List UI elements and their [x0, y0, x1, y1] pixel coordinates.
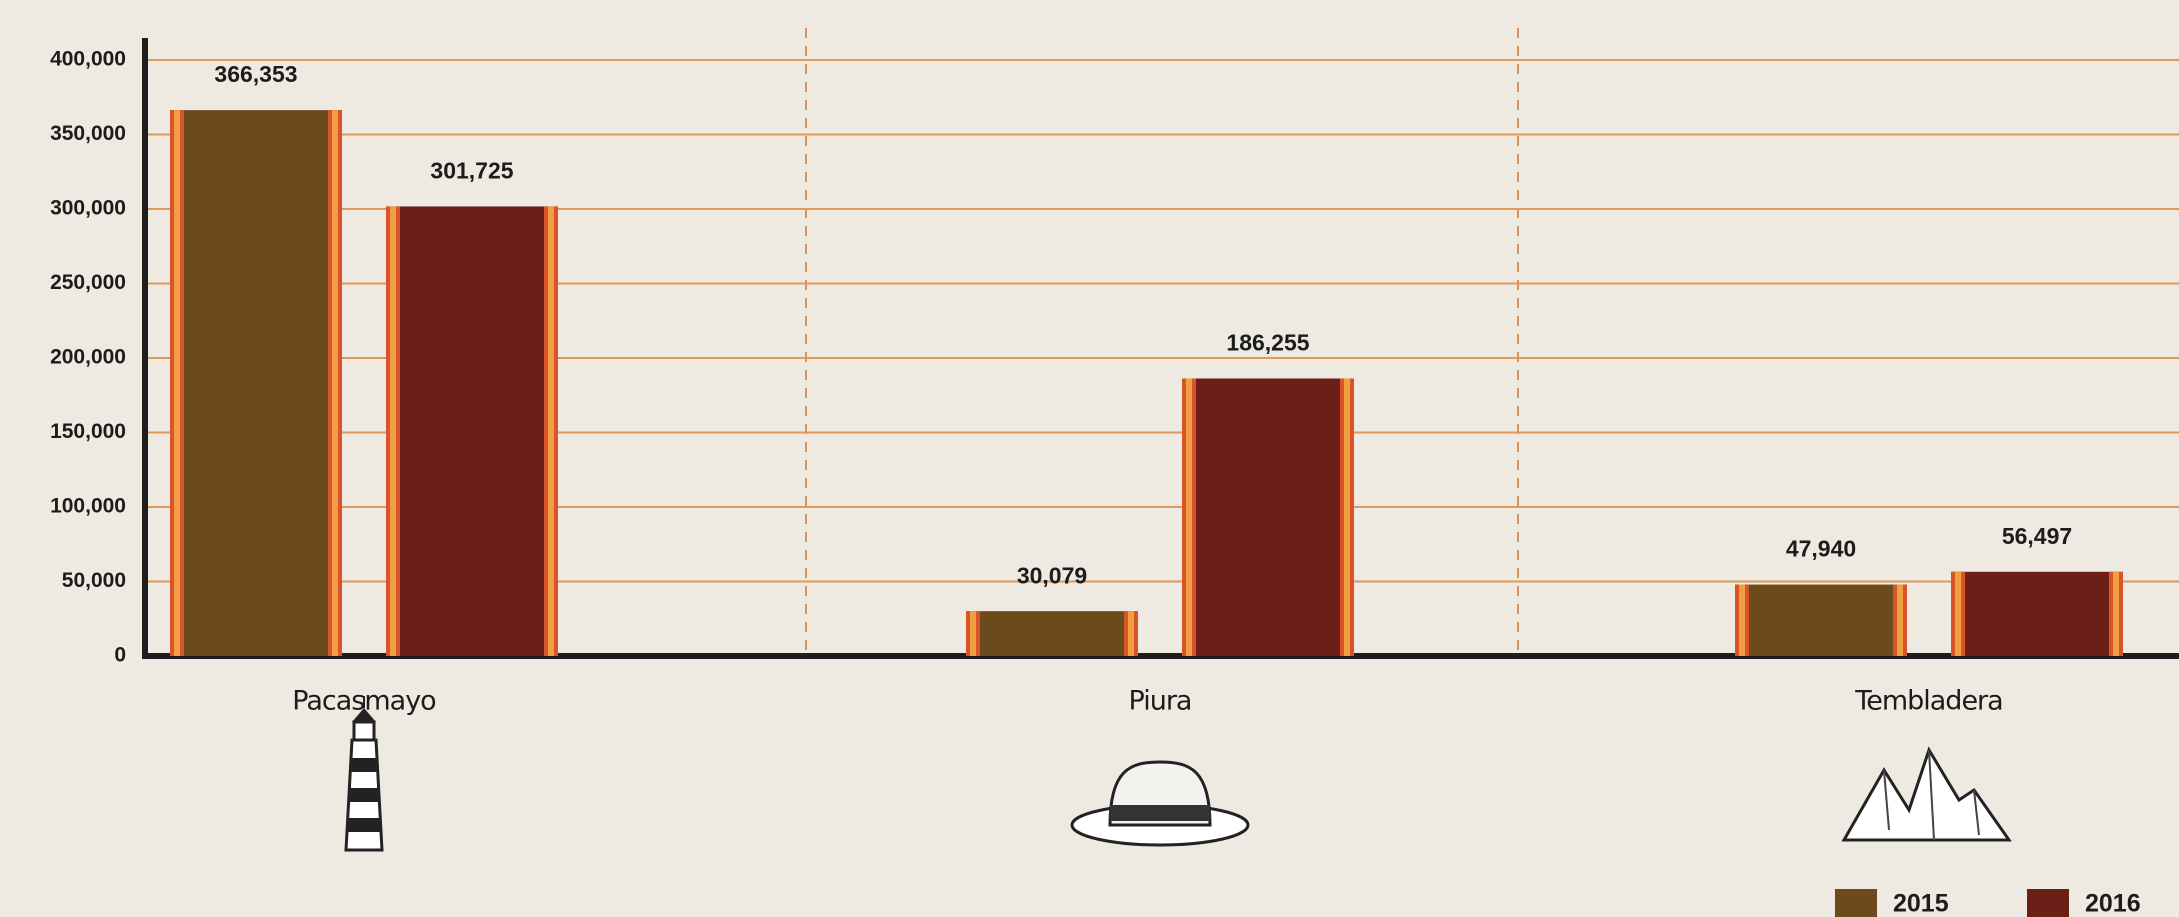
legend-label: 2015	[1893, 890, 1949, 917]
bar-border	[1128, 611, 1134, 656]
bar	[1951, 571, 2123, 656]
bar	[966, 611, 1138, 656]
bar-border	[1955, 571, 1961, 656]
x-tick-label: Tembladera	[1854, 686, 2002, 717]
bar-border	[1897, 584, 1903, 656]
y-tick-label: 100,000	[50, 495, 126, 518]
y-tick-label: 250,000	[50, 271, 126, 294]
bar-border	[1186, 378, 1192, 656]
bar-border	[332, 110, 338, 656]
bar-border	[390, 206, 396, 656]
legend-swatch	[2027, 889, 2069, 917]
y-tick-label: 200,000	[50, 346, 126, 369]
bar-border	[174, 110, 180, 656]
bar	[1735, 584, 1907, 656]
bar-border	[970, 611, 976, 656]
x-tick-label: Piura	[1129, 686, 1192, 717]
y-tick-label: 0	[114, 644, 126, 667]
bar	[170, 110, 342, 656]
value-label: 47,940	[1786, 536, 1856, 562]
bar-border	[1344, 378, 1350, 656]
legend-label: 2016	[2085, 890, 2141, 917]
y-tick-label: 350,000	[50, 122, 126, 145]
y-tick-label: 150,000	[50, 420, 126, 443]
bar	[1182, 378, 1354, 656]
y-tick-label: 50,000	[62, 569, 126, 592]
value-label: 186,255	[1226, 330, 1309, 356]
bar-border	[1739, 584, 1745, 656]
lighthouse-icon	[344, 696, 384, 852]
hat-icon	[1070, 760, 1250, 847]
value-label: 366,353	[214, 61, 297, 87]
x-tick-label: Pacasmayo	[292, 686, 436, 717]
legend-swatch	[1835, 889, 1877, 917]
bar	[386, 206, 558, 656]
y-tick-label: 300,000	[50, 197, 126, 220]
bar-border	[2113, 571, 2119, 656]
value-label: 30,079	[1017, 562, 1087, 588]
value-label: 301,725	[430, 158, 513, 184]
separators	[805, 28, 1519, 652]
mountains-icon	[1841, 746, 2012, 842]
value-label: 56,497	[2002, 523, 2072, 549]
bar-border	[548, 206, 554, 656]
y-tick-label: 400,000	[50, 48, 126, 71]
